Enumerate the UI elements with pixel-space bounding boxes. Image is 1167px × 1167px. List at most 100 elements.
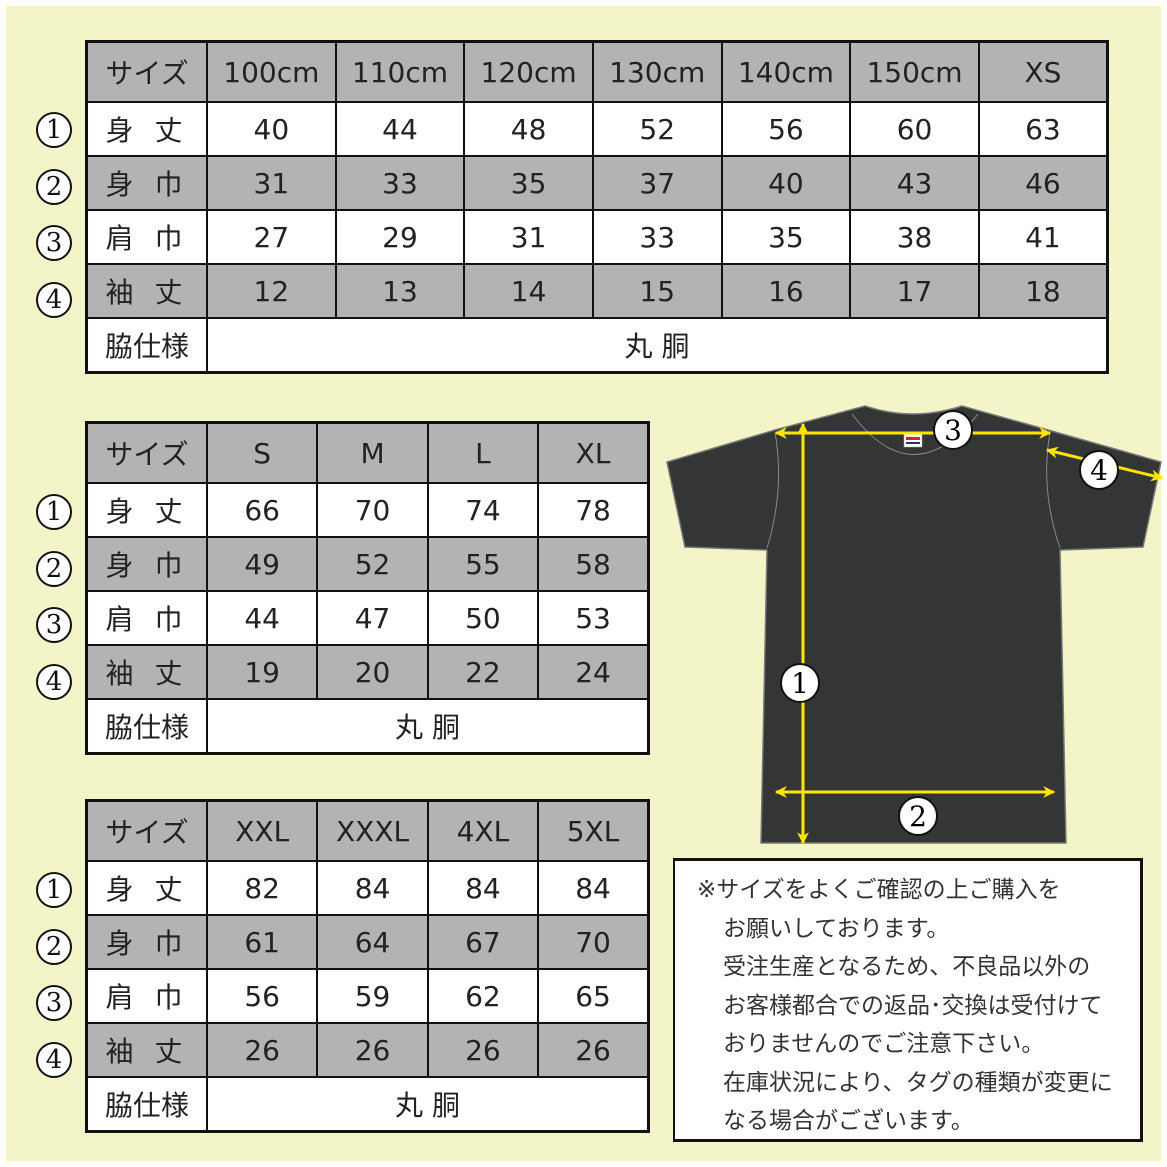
notice-line: おりませんのでご注意下さい。 [723, 1031, 1045, 1057]
tshirt-shape [666, 405, 1162, 844]
table-row: 袖 丈 26 26 26 26 [85, 1022, 650, 1078]
header-row: サイズ XXL XXXL 4XL 5XL [85, 799, 650, 862]
measurement-cell: 44 [205, 590, 319, 646]
measurement-cell: 47 [316, 590, 429, 646]
side-spec-value: 丸 胴 [206, 698, 650, 755]
measurement-cell: 38 [849, 209, 980, 265]
size-column-header: 120cm [463, 40, 594, 103]
side-spec-row: 脇仕様丸 胴 [85, 317, 1109, 374]
measurement-cell: 70 [316, 482, 429, 538]
svg-text:1: 1 [791, 667, 809, 700]
table-row: 肩 巾 44 47 50 53 [85, 590, 650, 646]
measurement-cell: 29 [334, 209, 466, 265]
size-column-header: 100cm [206, 40, 337, 103]
measurement-cell: 13 [334, 263, 466, 319]
measurement-cell: 15 [591, 263, 723, 319]
row-label: 肩 巾 [85, 968, 208, 1024]
measurement-cell: 62 [426, 968, 540, 1024]
table-row: 身 丈 40 44 48 52 56 60 63 [85, 101, 1109, 157]
measurement-cell: 31 [463, 209, 594, 265]
side-spec-label: 脇仕様 [85, 1076, 208, 1133]
size-header-label: サイズ [85, 799, 208, 862]
measurement-cell: 84 [426, 860, 540, 916]
measurement-cell: 27 [206, 209, 337, 265]
row-label: 袖 丈 [85, 1022, 208, 1078]
row-label: 肩 巾 [85, 209, 208, 265]
svg-text:4: 4 [1090, 454, 1108, 487]
size-column-header: XL [537, 421, 650, 484]
measurement-cell: 16 [720, 263, 852, 319]
measurement-cell: 33 [334, 155, 466, 211]
measurement-cell: 48 [463, 101, 594, 157]
side-spec-value: 丸 胴 [206, 317, 1109, 374]
measurement-cell: 56 [205, 968, 319, 1024]
measurement-cell: 44 [334, 101, 466, 157]
size-column-header: 4XL [426, 799, 540, 862]
row-label: 身 巾 [85, 155, 208, 211]
measurement-cell: 64 [316, 914, 429, 970]
row-number-marker: 3 [36, 225, 72, 261]
measurement-cell: 26 [316, 1022, 429, 1078]
row-label: 身 巾 [85, 536, 208, 592]
row-number-marker: 1 [36, 872, 72, 908]
marker-4: 4 [1079, 450, 1119, 490]
measurement-cell: 31 [206, 155, 337, 211]
measurement-cell: 56 [720, 101, 852, 157]
table-row: 身 巾 61 64 67 70 [85, 914, 650, 970]
header-row: サイズ S M L XL [85, 421, 650, 484]
row-number-marker: 4 [36, 663, 72, 700]
size-column-header: XS [977, 40, 1109, 103]
measurement-cell: 65 [537, 968, 650, 1024]
neck-tag [903, 433, 923, 448]
row-number-marker: 3 [36, 985, 72, 1021]
measurement-cell: 50 [426, 590, 540, 646]
measurement-cell: 26 [426, 1022, 540, 1078]
table-row: 身 丈 82 84 84 84 [85, 860, 650, 916]
measurement-cell: 52 [316, 536, 429, 592]
size-header-label: サイズ [85, 40, 208, 103]
table-row: 身 巾 31 33 35 37 40 43 46 [85, 155, 1109, 211]
armhole-seam-right [1046, 431, 1061, 549]
measurement-cell: 46 [977, 155, 1109, 211]
table-row: 袖 丈 19 20 22 24 [85, 644, 650, 700]
row-number-marker: 4 [36, 281, 72, 318]
table-row: 身 巾 49 52 55 58 [85, 536, 650, 592]
measurement-cell: 24 [537, 644, 650, 700]
notice-box: ※サイズをよくご確認の上ご購入を お願いしております。 受注生産となるため、不良… [673, 858, 1143, 1142]
tshirt-measurement-diagram: 3 4 1 2 [666, 405, 1164, 845]
row-label: 身 巾 [85, 914, 208, 970]
measurement-cell: 17 [849, 263, 980, 319]
size-column-header: 140cm [720, 40, 852, 103]
size-column-header: S [205, 421, 319, 484]
side-spec-row: 脇仕様丸 胴 [85, 1076, 650, 1133]
size-table-s-xl: サイズ S M L XL 身 丈 66 70 74 78 身 巾 49 52 55 58 肩 巾 44 47 50 5… [85, 421, 650, 755]
row-label: 袖 丈 [85, 644, 208, 700]
notice-line: 受注生産となるため、不良品以外の [723, 954, 1091, 980]
side-spec-label: 脇仕様 [85, 698, 208, 755]
row-number-marker: 2 [36, 550, 72, 587]
measurement-cell: 58 [537, 536, 650, 592]
row-label: 肩 巾 [85, 590, 208, 646]
size-table-kids: サイズ 100cm 110cm 120cm 130cm 140cm 150cm XS 身 丈 40… [85, 40, 1109, 374]
measurement-cell: 84 [537, 860, 650, 916]
notice-line: お願いしております。 [723, 915, 950, 942]
measurement-cell: 61 [205, 914, 319, 970]
row-label: 身 丈 [85, 482, 208, 538]
measurement-cell: 19 [205, 644, 319, 700]
size-column-header: M [316, 421, 429, 484]
size-column-header: 150cm [849, 40, 980, 103]
notice-line: お客様都合での返品･交換は受付けて [723, 992, 1103, 1019]
measurement-cell: 53 [537, 590, 650, 646]
size-table-xxl-5xl: サイズ XXL XXXL 4XL 5XL 身 丈 82 84 84 84 身 巾 61 64 67 70 肩 … [85, 799, 650, 1133]
measurement-cell: 18 [977, 263, 1109, 319]
size-column-header: 110cm [334, 40, 466, 103]
measurement-cell: 82 [205, 860, 319, 916]
row-label: 身 丈 [85, 860, 208, 916]
row-number-marker: 1 [36, 494, 72, 530]
table-row: 肩 巾 27 29 31 33 35 38 41 [85, 209, 1109, 265]
measurement-cell: 20 [316, 644, 429, 700]
row-label: 身 丈 [85, 101, 208, 157]
side-spec-label: 脇仕様 [85, 317, 208, 374]
measurement-cell: 35 [463, 155, 594, 211]
size-column-header: XXXL [316, 799, 429, 862]
